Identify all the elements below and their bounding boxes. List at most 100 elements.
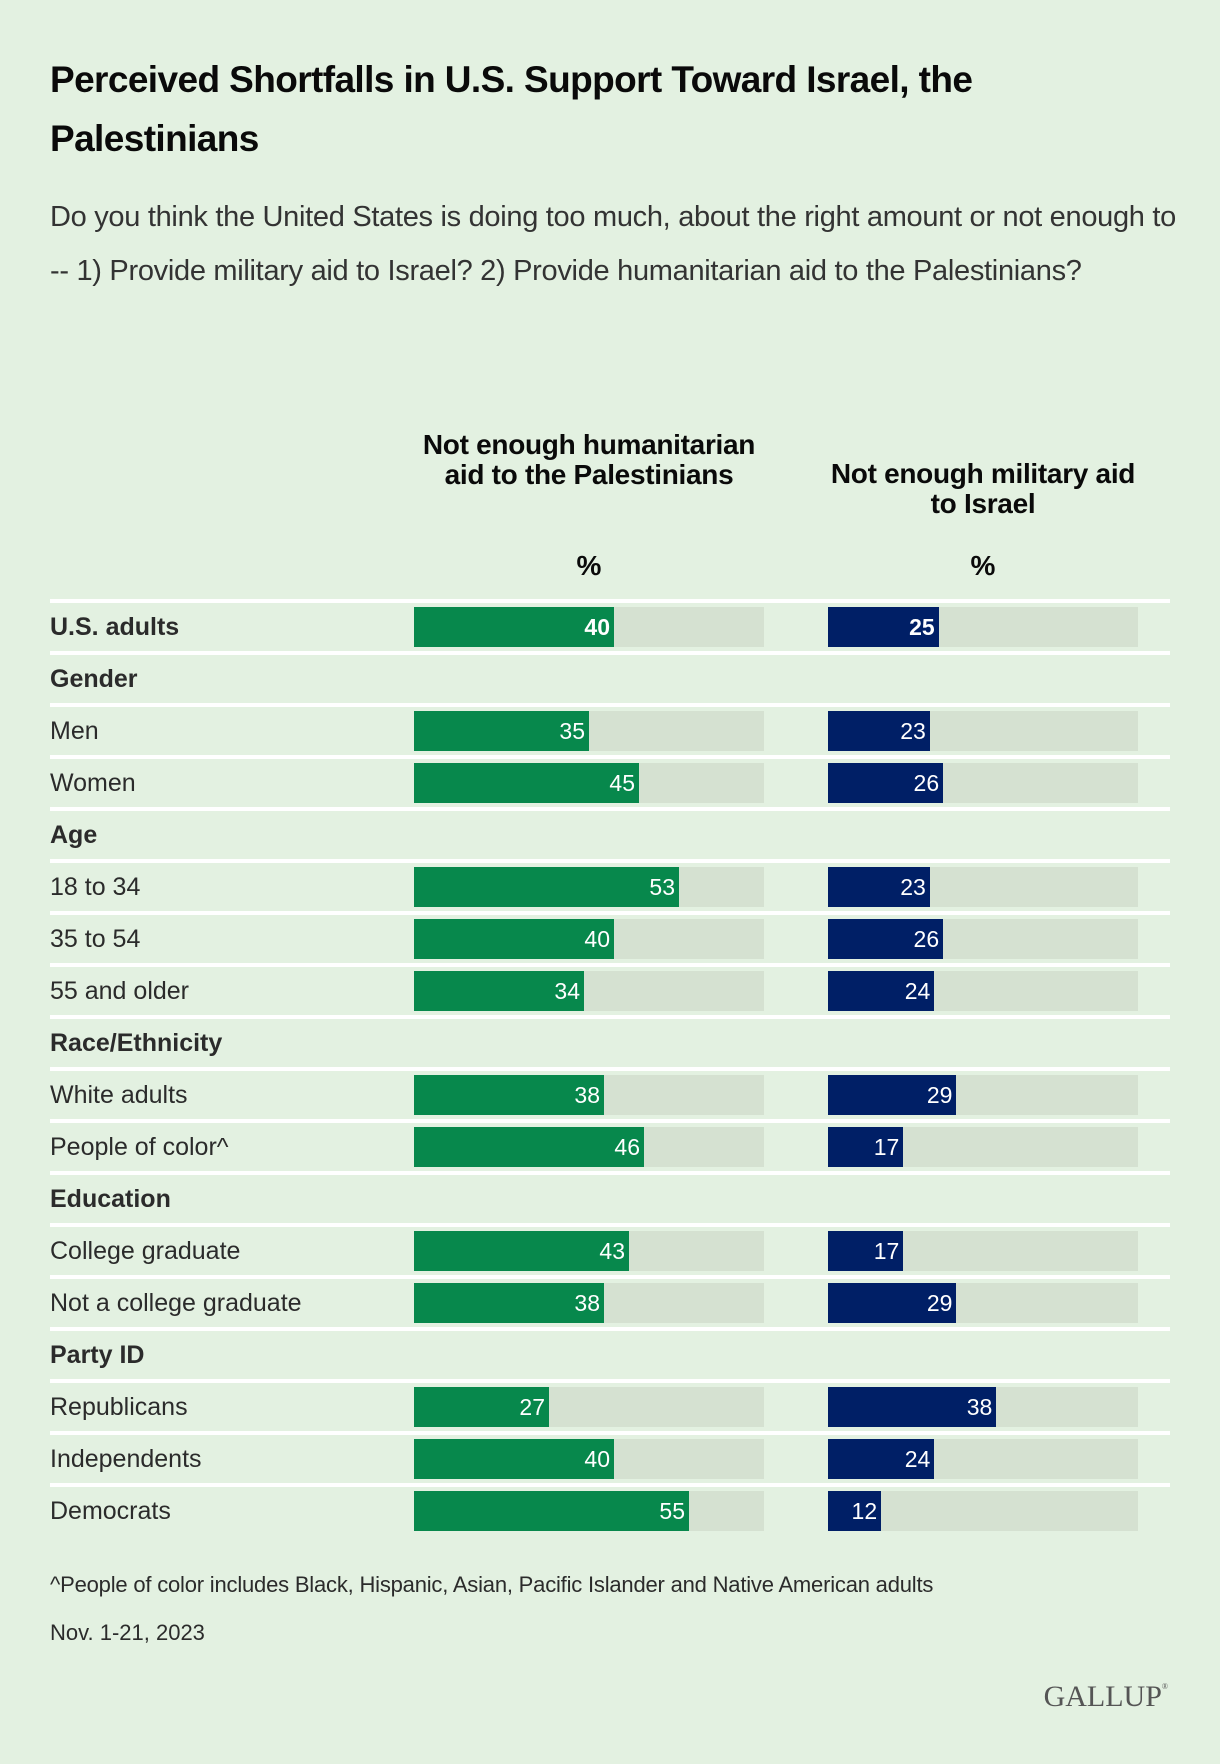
bar-humanitarian: 34 (414, 971, 584, 1011)
bar-humanitarian: 35 (414, 711, 589, 751)
column-header-humanitarian: Not enough humanitarian aid to the Pales… (422, 429, 756, 490)
bar-track-humanitarian: 40 (414, 607, 764, 647)
data-label: 27 (519, 1394, 545, 1420)
row-divider (50, 1483, 1170, 1487)
bar-track-military: 24 (828, 1439, 1138, 1479)
bar-track-military: 17 (828, 1127, 1138, 1167)
row-divider (50, 1015, 1170, 1019)
data-label: 34 (554, 978, 580, 1004)
row-divider (50, 1327, 1170, 1331)
bar-track-military: 29 (828, 1283, 1138, 1323)
data-label: 26 (913, 926, 940, 952)
bar-military: 26 (828, 919, 944, 959)
footnote: ^People of color includes Black, Hispani… (50, 1572, 934, 1597)
table-row: U.S. adults 40 25 (0, 599, 1220, 651)
bar-track-military: 17 (828, 1231, 1138, 1271)
bar-military: 26 (828, 763, 944, 803)
bar-humanitarian: 40 (414, 1439, 614, 1479)
row-divider (50, 1379, 1170, 1383)
row-label: 55 and older (50, 977, 190, 1005)
data-label: 40 (584, 614, 610, 640)
bar-humanitarian: 38 (414, 1075, 604, 1115)
row-divider (50, 1067, 1170, 1071)
bar-military: 17 (828, 1231, 904, 1271)
bar-track-humanitarian: 35 (414, 711, 764, 751)
bar-humanitarian: 45 (414, 763, 639, 803)
data-label: 17 (873, 1238, 900, 1264)
bar-track-humanitarian: 38 (414, 1283, 764, 1323)
table-row: 18 to 34 53 23 (0, 859, 1220, 911)
data-label: 29 (926, 1290, 953, 1316)
bar-track-military: 12 (828, 1491, 1138, 1531)
bar-military: 17 (828, 1127, 904, 1167)
bar-track-humanitarian: 43 (414, 1231, 764, 1271)
row-label: White adults (50, 1081, 188, 1109)
data-label: 23 (900, 874, 926, 900)
table-row: People of color^ 46 17 (0, 1119, 1220, 1171)
data-label: 24 (904, 1446, 931, 1472)
bar-track-humanitarian: 40 (414, 919, 764, 959)
bar-chart: U.S. adults 40 25 Gender Men 35 23 Women 45 26 Age… (0, 599, 1220, 1531)
data-label: 38 (966, 1394, 993, 1420)
group-label: Age (50, 821, 98, 849)
data-label: 40 (584, 1446, 610, 1472)
bar-military: 23 (828, 711, 930, 751)
bar-track-military: 26 (828, 919, 1138, 959)
gallup-logo: GALLUP® (1044, 1680, 1168, 1714)
survey-date: Nov. 1-21, 2023 (50, 1620, 205, 1645)
bar-military: 29 (828, 1075, 957, 1115)
bar-military: 38 (828, 1387, 997, 1427)
registered-mark-icon: ® (1161, 1682, 1168, 1691)
data-label: 26 (913, 770, 940, 796)
bar-humanitarian: 38 (414, 1283, 604, 1323)
data-label: 55 (659, 1498, 685, 1524)
table-row: 35 to 54 40 26 (0, 911, 1220, 963)
bar-military: 24 (828, 971, 935, 1011)
table-row: Not a college graduate 38 29 (0, 1275, 1220, 1327)
data-label: 45 (609, 770, 635, 796)
data-label: 40 (584, 926, 610, 952)
row-label: 35 to 54 (50, 925, 141, 953)
bar-humanitarian: 55 (414, 1491, 689, 1531)
row-label: Not a college graduate (50, 1289, 302, 1317)
bar-track-humanitarian: 40 (414, 1439, 764, 1479)
data-label: 35 (559, 718, 585, 744)
group-label: Gender (50, 665, 138, 693)
chart-subtitle: Do you think the United States is doing … (50, 201, 1176, 287)
bar-track-humanitarian: 46 (414, 1127, 764, 1167)
bar-military: 23 (828, 867, 930, 907)
table-row: Women 45 26 (0, 755, 1220, 807)
bar-humanitarian: 46 (414, 1127, 644, 1167)
group-label: Party ID (50, 1341, 145, 1369)
bar-track-military: 25 (828, 607, 1138, 647)
row-divider (50, 703, 1170, 707)
group-label: Education (50, 1185, 171, 1213)
row-label: College graduate (50, 1237, 241, 1265)
row-divider (50, 1119, 1170, 1123)
bar-humanitarian: 40 (414, 919, 614, 959)
data-label: 53 (649, 874, 675, 900)
row-divider (50, 1275, 1170, 1279)
unit-label-humanitarian: % (576, 550, 602, 581)
group-header-row: Education (0, 1171, 1220, 1223)
row-label: Independents (50, 1445, 202, 1473)
table-row: Republicans 27 38 (0, 1379, 1220, 1431)
table-row: Men 35 23 (0, 703, 1220, 755)
row-divider (50, 963, 1170, 967)
row-divider (50, 1223, 1170, 1227)
bar-track-humanitarian: 45 (414, 763, 764, 803)
data-label: 24 (904, 978, 931, 1004)
bar-military: 25 (828, 607, 939, 647)
group-header-row: Party ID (0, 1327, 1220, 1379)
table-row: 55 and older 34 24 (0, 963, 1220, 1015)
bar-humanitarian: 27 (414, 1387, 549, 1427)
data-label: 43 (599, 1238, 625, 1264)
group-header-row: Gender (0, 651, 1220, 703)
table-row: College graduate 43 17 (0, 1223, 1220, 1275)
row-divider (50, 859, 1170, 863)
bar-track-military: 24 (828, 971, 1138, 1011)
row-divider (50, 1431, 1170, 1435)
data-label: 38 (574, 1082, 600, 1108)
bar-track-military: 23 (828, 867, 1138, 907)
chart-title: Perceived Shortfalls in U.S. Support Tow… (50, 59, 973, 159)
